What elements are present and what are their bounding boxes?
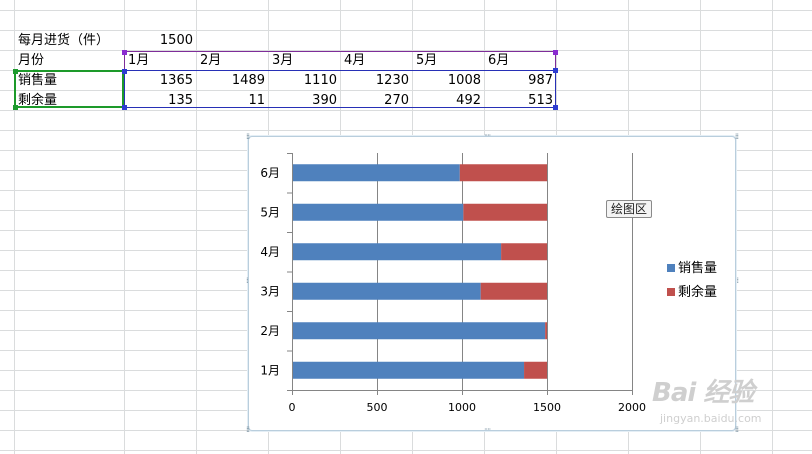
cell-row-label[interactable]: 销售量 [18,73,58,88]
bar-sales[interactable] [292,203,464,221]
bar-sales[interactable] [292,282,481,300]
x-tick-label: 500 [367,401,388,414]
cell-value[interactable]: 1008 [447,73,481,88]
cell-month[interactable]: 2月 [200,53,222,68]
cell-month-header[interactable]: 月份 [18,53,45,68]
cell-value[interactable]: 135 [168,93,193,108]
resize-handle-top-right[interactable]: ⁞⁞ [734,132,739,141]
resize-handle-bottom-left[interactable]: ⁞⁞ [246,425,250,434]
x-tick-label: 0 [289,401,296,414]
resize-handle-top[interactable]: ···· [484,131,491,140]
cell-value[interactable]: 390 [312,93,337,108]
bar-remain[interactable] [524,361,547,379]
y-tick-label: 6月 [260,166,280,180]
range-handle-values-br[interactable] [553,105,558,110]
y-tick-label: 5月 [260,205,280,219]
cell-value[interactable]: 270 [384,93,409,108]
cell-month[interactable]: 3月 [272,53,294,68]
legend-label: 销售量 [678,261,718,276]
cell-month[interactable]: 6月 [488,53,510,68]
cell-value[interactable]: 513 [528,93,553,108]
legend-swatch [667,288,675,296]
cell-row-label[interactable]: 剩余量 [18,93,58,108]
range-handle-names-tl[interactable] [13,69,18,74]
resize-handle-bottom[interactable]: ···· [484,425,491,434]
range-handle-values-tl[interactable] [122,69,127,74]
cell-value[interactable]: 1110 [303,73,337,88]
bar-sales[interactable] [292,243,502,261]
cell-value[interactable]: 1365 [159,73,193,88]
bar-sales[interactable] [292,164,460,182]
range-handle-categories-left[interactable] [122,50,127,55]
cell-value[interactable]: 11 [248,93,265,108]
bar-sales[interactable] [292,322,546,340]
bar-remain[interactable] [501,243,547,261]
y-tick-label: 2月 [260,324,280,338]
x-tick-label: 1500 [533,401,561,414]
plot-area-tooltip: 绘图区 [606,200,653,218]
resize-handle-bottom-right[interactable]: ⁞⁞ [734,425,739,434]
bar-remain[interactable] [545,322,547,340]
cell-value[interactable]: 1489 [231,73,265,88]
bar-remain[interactable] [459,164,547,182]
y-tick-label: 4月 [260,245,280,259]
cell-purchase-label[interactable]: 每月进货（件） [18,33,110,48]
x-tick-label: 2000 [618,401,646,414]
cell-value[interactable]: 1230 [375,73,409,88]
cell-value[interactable]: 987 [528,73,553,88]
cell-month[interactable]: 1月 [128,53,150,68]
cell-purchase-value[interactable]: 1500 [159,33,193,48]
range-handle-names-bl[interactable] [13,105,18,110]
chart-object[interactable]: ⁞⁞ ···· ⁞⁞ ⁞ ⁞ ⁞⁞ ···· ⁞⁞ 1月 2月 3月 4月 5月 6月 0 5… [246,132,739,434]
y-tick-label: 3月 [260,284,280,298]
range-handle-values-tr[interactable] [553,68,558,73]
cell-month[interactable]: 4月 [344,53,366,68]
cell-value[interactable]: 492 [456,93,481,108]
chart-plot-area[interactable]: 1月 2月 3月 4月 5月 6月 0 500 1000 1500 2000 [248,136,736,431]
resize-handle-right[interactable]: ⁞ [736,276,738,285]
resize-handle-top-left[interactable]: ⁞⁞ [246,132,250,141]
range-handle-values-bl[interactable] [122,105,127,110]
bar-sales[interactable] [292,361,525,379]
range-handle-categories-right[interactable] [553,50,558,55]
legend-item[interactable]: 销售量 [667,261,717,277]
resize-handle-left[interactable]: ⁞ [246,276,248,285]
legend-item[interactable]: 剩余量 [667,285,717,301]
bar-remain[interactable] [480,282,547,300]
y-tick-label: 1月 [260,363,280,377]
bar-remain[interactable] [463,203,547,221]
legend-label: 剩余量 [678,285,718,300]
legend-swatch [667,264,675,272]
x-tick-label: 1000 [448,401,476,414]
cell-month[interactable]: 5月 [416,53,438,68]
